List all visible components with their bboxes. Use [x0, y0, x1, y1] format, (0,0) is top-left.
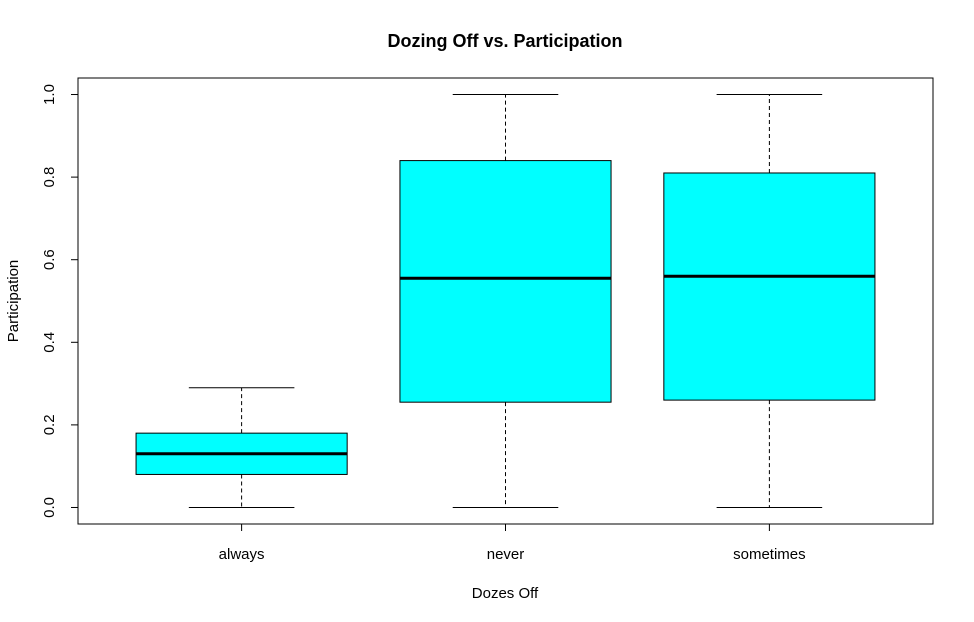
chart-title: Dozing Off vs. Participation	[387, 31, 622, 51]
y-tick-label: 0.0	[41, 497, 58, 518]
box-sometimes	[663, 94, 876, 508]
box-iqr	[663, 172, 876, 401]
x-tick-label: never	[487, 546, 525, 563]
y-tick-label: 0.4	[41, 332, 58, 353]
box-always	[135, 387, 348, 508]
y-axis-label: Participation	[5, 260, 22, 343]
y-tick-label: 0.2	[41, 414, 58, 435]
boxes	[135, 94, 876, 508]
y-tick-label: 0.6	[41, 249, 58, 270]
y-tick-label: 0.8	[41, 167, 58, 188]
x-tick-label: always	[219, 546, 265, 563]
x-axis-label: Dozes Off	[472, 585, 539, 602]
box-iqr	[399, 160, 612, 403]
x-axis: always never sometimes	[219, 524, 806, 563]
y-tick-label: 1.0	[41, 84, 58, 105]
x-tick-label: sometimes	[733, 546, 806, 563]
box-never	[399, 94, 612, 508]
y-axis: 0.0 0.2 0.4 0.6 0.8 1.0	[41, 84, 78, 518]
